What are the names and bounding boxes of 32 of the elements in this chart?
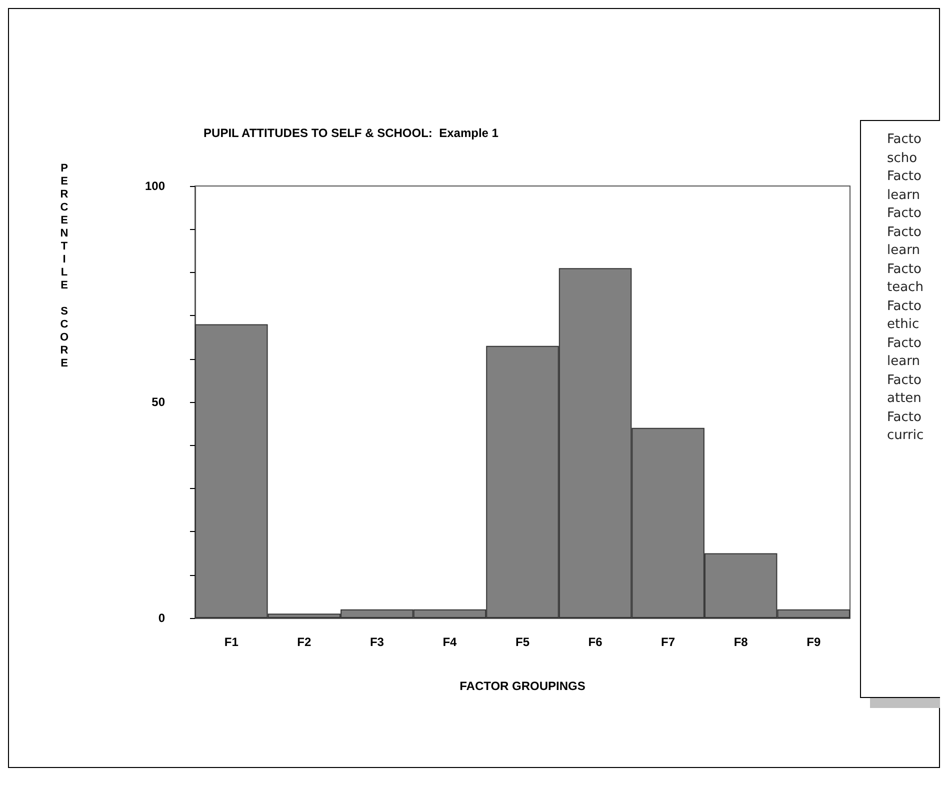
chart-title: PUPIL ATTITUDES TO SELF & SCHOOL: Example 1 bbox=[204, 126, 499, 140]
text: scho bbox=[887, 150, 918, 168]
y-tick-label: 50 bbox=[152, 395, 166, 409]
x-tick-label: F3 bbox=[370, 635, 384, 649]
text: Facto bbox=[887, 168, 922, 186]
x-tick-label: F2 bbox=[297, 635, 312, 649]
text: Facto bbox=[887, 372, 922, 390]
text: Facto bbox=[887, 131, 922, 149]
text: atten bbox=[887, 390, 922, 408]
text: Facto bbox=[887, 298, 922, 316]
text: Facto bbox=[887, 260, 922, 278]
x-tick-label: F9 bbox=[806, 635, 821, 649]
text: teach bbox=[887, 279, 924, 297]
text: Facto bbox=[887, 334, 922, 352]
x-tick-label: F1 bbox=[224, 635, 239, 649]
text: learn bbox=[887, 242, 921, 260]
text: Facto bbox=[887, 224, 922, 242]
x-tick-label: F5 bbox=[515, 635, 530, 649]
y-tick-label: 100 bbox=[144, 179, 166, 193]
x-tick-label: F7 bbox=[661, 635, 676, 649]
text: learn bbox=[887, 353, 921, 371]
x-tick-label: F6 bbox=[588, 635, 603, 649]
text: learn bbox=[887, 186, 921, 204]
text: Facto bbox=[887, 408, 922, 426]
y-tick-label: 0 bbox=[158, 611, 166, 625]
text: curric bbox=[887, 427, 925, 445]
x-tick-label: F8 bbox=[734, 635, 748, 649]
x-axis-title: FACTOR GROUPINGS bbox=[460, 679, 586, 693]
text: PERCENTILE SCORE bbox=[60, 162, 69, 370]
x-tick-label: F4 bbox=[442, 635, 458, 649]
text: Facto bbox=[887, 205, 922, 223]
text: ethic bbox=[887, 316, 920, 334]
